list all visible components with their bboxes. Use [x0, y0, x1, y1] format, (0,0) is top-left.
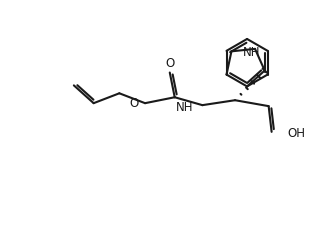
Text: NH: NH	[243, 46, 261, 59]
Text: NH: NH	[176, 101, 194, 114]
Text: O: O	[165, 57, 174, 70]
Text: O: O	[129, 97, 138, 110]
Text: OH: OH	[287, 127, 305, 140]
